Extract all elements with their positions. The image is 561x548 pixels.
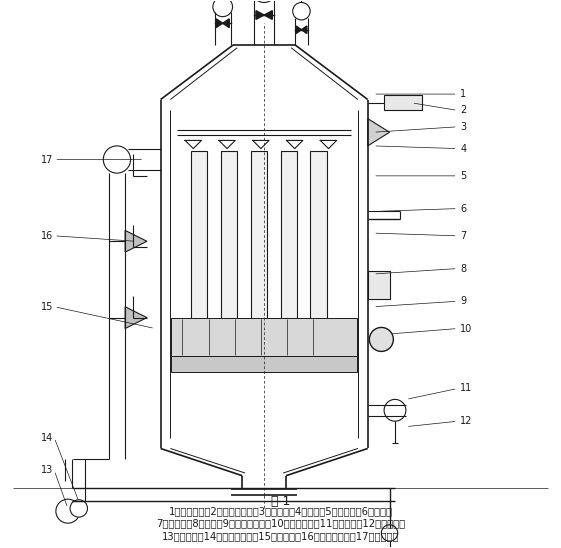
- Circle shape: [384, 399, 406, 421]
- Text: 6: 6: [461, 203, 467, 214]
- Text: 1: 1: [461, 89, 467, 99]
- Text: 5: 5: [461, 171, 467, 181]
- Polygon shape: [125, 230, 147, 252]
- Bar: [280, 151, 297, 367]
- Polygon shape: [264, 10, 272, 19]
- Circle shape: [103, 146, 131, 173]
- Text: 7: 7: [461, 231, 467, 241]
- Polygon shape: [223, 19, 229, 27]
- Circle shape: [252, 0, 276, 3]
- Circle shape: [381, 525, 398, 541]
- Bar: [310, 151, 327, 367]
- Bar: [172, 318, 357, 356]
- Polygon shape: [296, 26, 301, 33]
- Circle shape: [293, 3, 310, 20]
- Text: 8: 8: [461, 264, 467, 273]
- Bar: [172, 356, 357, 372]
- Text: 11: 11: [461, 384, 473, 393]
- Text: 1－绝缘子室；2－电源引入线；3－防爆孔；4－喷头；5－阳极管；6－平台；: 1－绝缘子室；2－电源引入线；3－防爆孔；4－喷头；5－阳极管；6－平台；: [168, 506, 393, 516]
- Text: 4: 4: [461, 144, 467, 153]
- Text: 图 1: 图 1: [271, 495, 290, 508]
- Circle shape: [369, 328, 393, 351]
- Text: 17: 17: [40, 155, 53, 164]
- Polygon shape: [256, 10, 264, 19]
- Bar: [384, 95, 422, 111]
- Text: 13－回油管；14－间断冲水管；15－油洗管；16－蒸汽清扫口；17－煤气出口: 13－回油管；14－间断冲水管；15－油洗管；16－蒸汽清扫口；17－煤气出口: [162, 531, 399, 541]
- Text: 9: 9: [461, 296, 467, 306]
- Polygon shape: [216, 19, 223, 27]
- Bar: [251, 151, 267, 367]
- Polygon shape: [125, 307, 147, 328]
- Bar: [191, 151, 207, 367]
- Circle shape: [70, 500, 88, 517]
- Circle shape: [56, 499, 80, 523]
- Text: 12: 12: [461, 416, 473, 426]
- Text: 7－阴极线；8－人孔；9－连续冲水管；10－煤气进口；11－回水斗；12－回水管；: 7－阴极线；8－人孔；9－连续冲水管；10－煤气进口；11－回水斗；12－回水管…: [156, 518, 405, 528]
- Text: 10: 10: [461, 323, 473, 334]
- Text: 2: 2: [461, 105, 467, 116]
- Polygon shape: [368, 118, 389, 146]
- Bar: [220, 151, 237, 367]
- Bar: [368, 271, 389, 299]
- Text: 3: 3: [461, 122, 467, 132]
- Text: 13: 13: [40, 465, 53, 475]
- Text: 15: 15: [40, 302, 53, 312]
- Text: 16: 16: [40, 231, 53, 241]
- Polygon shape: [301, 26, 307, 33]
- Circle shape: [213, 0, 232, 16]
- Text: 14: 14: [40, 432, 53, 443]
